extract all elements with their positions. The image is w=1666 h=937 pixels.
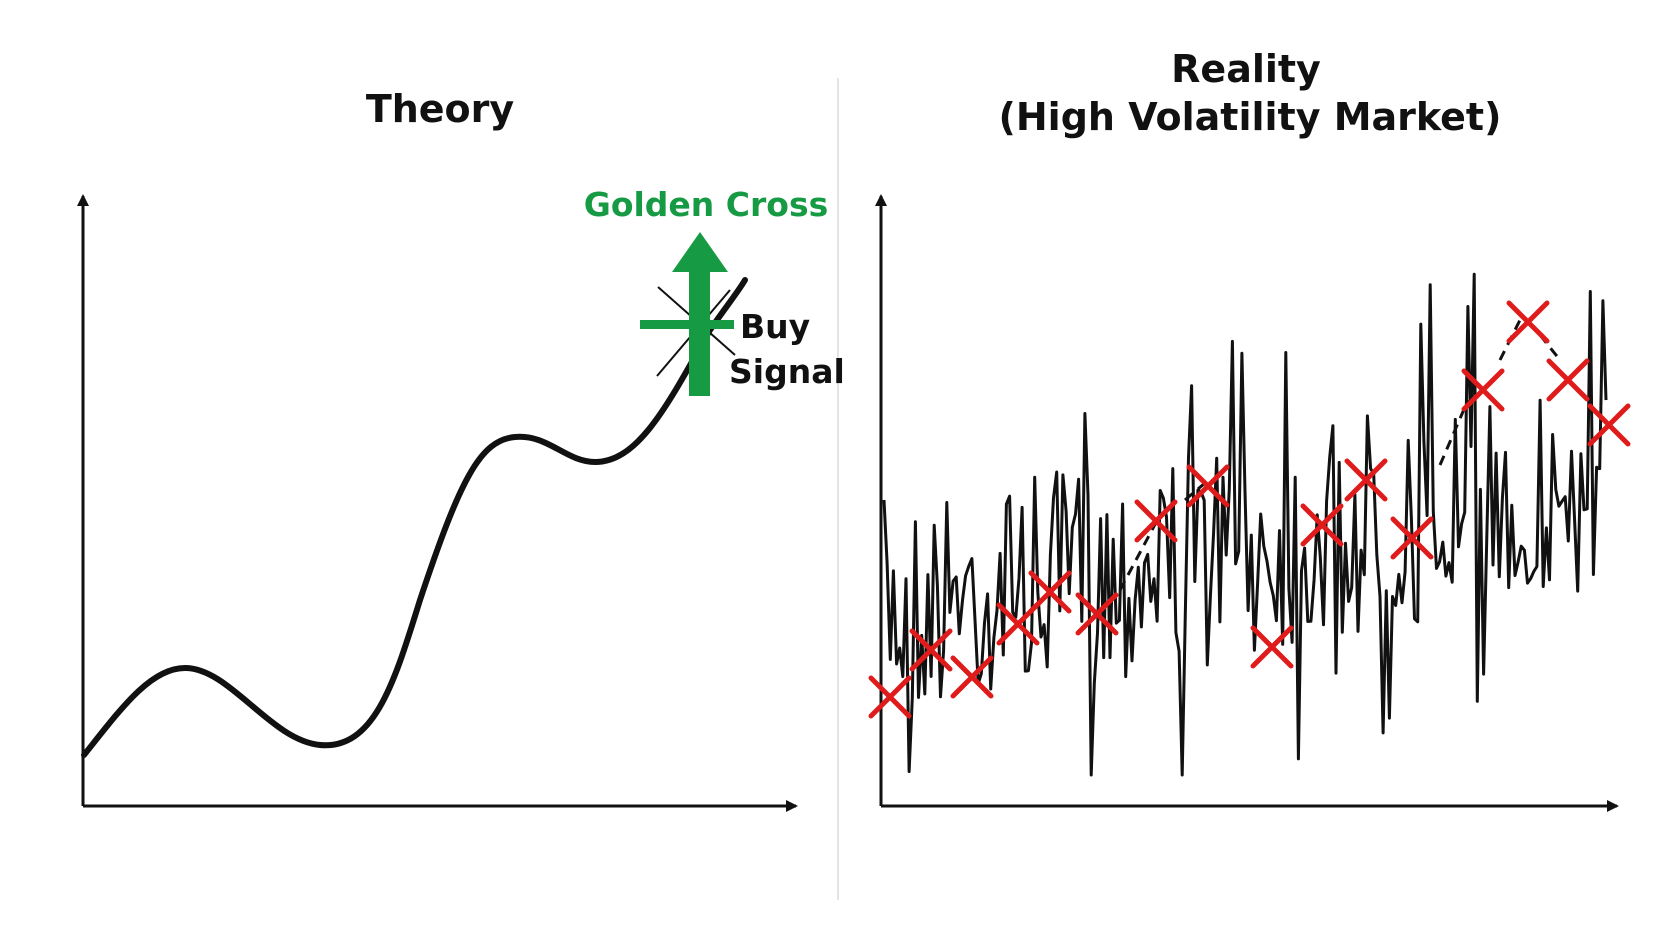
false-signal-x-icon — [1390, 516, 1434, 560]
theory-panel: Theory Golden Cross Buy Signal — [77, 87, 845, 812]
false-signal-x-icon — [1300, 503, 1344, 547]
reality-title-line1: Reality — [1171, 47, 1321, 91]
buy-signal-label-line2: Signal — [729, 352, 845, 391]
reality-average-trend — [1118, 319, 1562, 591]
theory-title: Theory — [366, 87, 515, 131]
golden-cross-crossbar — [640, 320, 734, 329]
reality-panel: Reality (High Volatility Market) — [868, 47, 1631, 812]
theory-price-curve — [81, 277, 748, 758]
false-signal-x-icon — [1461, 368, 1505, 412]
false-signal-x-icon — [1587, 403, 1631, 447]
false-signal-x-icon — [1344, 458, 1388, 502]
buy-signal-label-line1: Buy — [740, 307, 810, 346]
false-signal-x-icon — [1506, 300, 1550, 344]
false-signal-x-icon — [1546, 358, 1590, 402]
false-signal-x-icon — [1186, 464, 1230, 508]
volatile-price-line — [882, 272, 1608, 777]
false-signal-x-icon — [1075, 592, 1119, 636]
golden-cross-arrow-icon — [672, 232, 728, 396]
reality-title-line2: (High Volatility Market) — [999, 95, 1502, 139]
false-signal-x-icon — [1134, 499, 1178, 543]
false-signal-x-icon — [868, 675, 912, 719]
false-signal-x-icon — [1028, 570, 1072, 614]
false-signal-markers — [868, 300, 1631, 719]
false-signal-x-icon — [909, 628, 953, 672]
golden-cross-label: Golden Cross — [584, 185, 829, 224]
false-signal-x-icon — [950, 655, 994, 699]
false-signal-x-icon — [1250, 625, 1294, 669]
